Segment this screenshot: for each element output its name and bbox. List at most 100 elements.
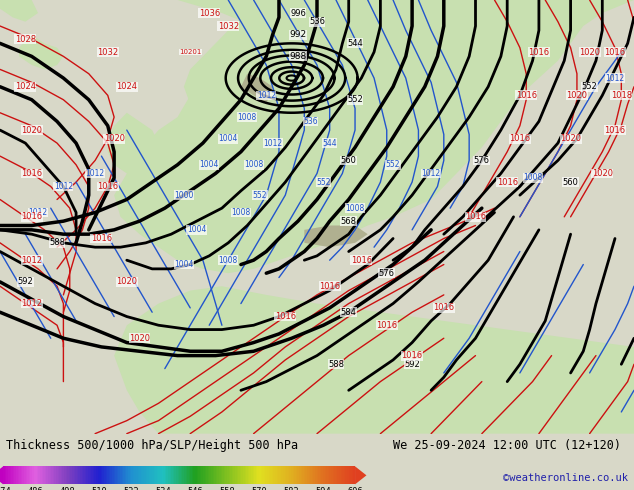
Text: 1016: 1016: [465, 212, 486, 221]
Bar: [212, 466, 214, 484]
Text: 1032: 1032: [97, 48, 119, 56]
Bar: [264, 466, 266, 484]
Bar: [29, 466, 30, 484]
Text: 552: 552: [253, 191, 267, 199]
Bar: [34, 466, 35, 484]
Bar: [304, 466, 306, 484]
Bar: [79, 466, 80, 484]
Bar: [200, 466, 202, 484]
Bar: [89, 466, 91, 484]
Text: 1016: 1016: [97, 182, 119, 191]
Bar: [219, 466, 221, 484]
Bar: [334, 466, 336, 484]
Bar: [13, 466, 15, 484]
Bar: [266, 466, 267, 484]
Bar: [126, 466, 128, 484]
Bar: [61, 466, 62, 484]
Bar: [56, 466, 58, 484]
Text: 1008: 1008: [346, 204, 365, 213]
Text: 606: 606: [347, 487, 363, 490]
Bar: [296, 466, 297, 484]
Bar: [299, 466, 301, 484]
Bar: [281, 466, 283, 484]
Bar: [120, 466, 122, 484]
Text: 594: 594: [315, 487, 331, 490]
Text: 1016: 1016: [21, 212, 42, 221]
Bar: [181, 466, 183, 484]
Bar: [113, 466, 115, 484]
Bar: [238, 466, 240, 484]
Text: 10201: 10201: [179, 49, 202, 55]
Bar: [347, 466, 349, 484]
Text: 1016: 1016: [401, 351, 423, 360]
Bar: [19, 466, 21, 484]
Bar: [325, 466, 327, 484]
Text: 1008: 1008: [523, 173, 542, 182]
Bar: [176, 466, 178, 484]
Bar: [245, 466, 246, 484]
Bar: [346, 466, 347, 484]
Bar: [109, 466, 110, 484]
Bar: [309, 466, 310, 484]
Bar: [16, 466, 18, 484]
Bar: [189, 466, 190, 484]
Bar: [246, 466, 248, 484]
Bar: [155, 466, 157, 484]
Bar: [293, 466, 294, 484]
Text: 570: 570: [251, 487, 267, 490]
Bar: [82, 466, 83, 484]
Bar: [67, 466, 68, 484]
Bar: [157, 466, 158, 484]
Text: 1020: 1020: [116, 277, 138, 286]
Polygon shape: [114, 0, 634, 273]
Bar: [273, 466, 275, 484]
Bar: [11, 466, 13, 484]
Bar: [330, 466, 331, 484]
Bar: [136, 466, 138, 484]
Bar: [267, 466, 269, 484]
Bar: [101, 466, 102, 484]
Polygon shape: [304, 225, 368, 247]
Bar: [3, 466, 5, 484]
Bar: [206, 466, 208, 484]
Text: ©weatheronline.co.uk: ©weatheronline.co.uk: [503, 473, 628, 483]
Bar: [253, 466, 254, 484]
Bar: [141, 466, 142, 484]
Bar: [59, 466, 61, 484]
Text: 544: 544: [322, 139, 337, 147]
Bar: [147, 466, 149, 484]
Bar: [117, 466, 119, 484]
Text: 552: 552: [347, 95, 363, 104]
Bar: [125, 466, 126, 484]
Bar: [320, 466, 321, 484]
Bar: [46, 466, 48, 484]
Bar: [133, 466, 134, 484]
Bar: [350, 466, 352, 484]
Text: 1024: 1024: [15, 82, 36, 91]
Text: 1016: 1016: [496, 178, 518, 187]
Bar: [262, 466, 264, 484]
Bar: [49, 466, 51, 484]
Bar: [131, 466, 133, 484]
Bar: [217, 466, 219, 484]
Bar: [149, 466, 150, 484]
Bar: [349, 466, 350, 484]
Bar: [310, 466, 312, 484]
Text: 988: 988: [289, 52, 307, 61]
Bar: [15, 466, 16, 484]
Bar: [152, 466, 153, 484]
Polygon shape: [114, 286, 634, 434]
Bar: [25, 466, 27, 484]
Text: 486: 486: [27, 487, 43, 490]
Bar: [129, 466, 131, 484]
Bar: [248, 466, 250, 484]
Bar: [321, 466, 323, 484]
Bar: [233, 466, 235, 484]
Bar: [99, 466, 101, 484]
Bar: [6, 466, 8, 484]
Bar: [272, 466, 273, 484]
Bar: [205, 466, 206, 484]
Bar: [302, 466, 304, 484]
Bar: [290, 466, 291, 484]
Bar: [216, 466, 217, 484]
